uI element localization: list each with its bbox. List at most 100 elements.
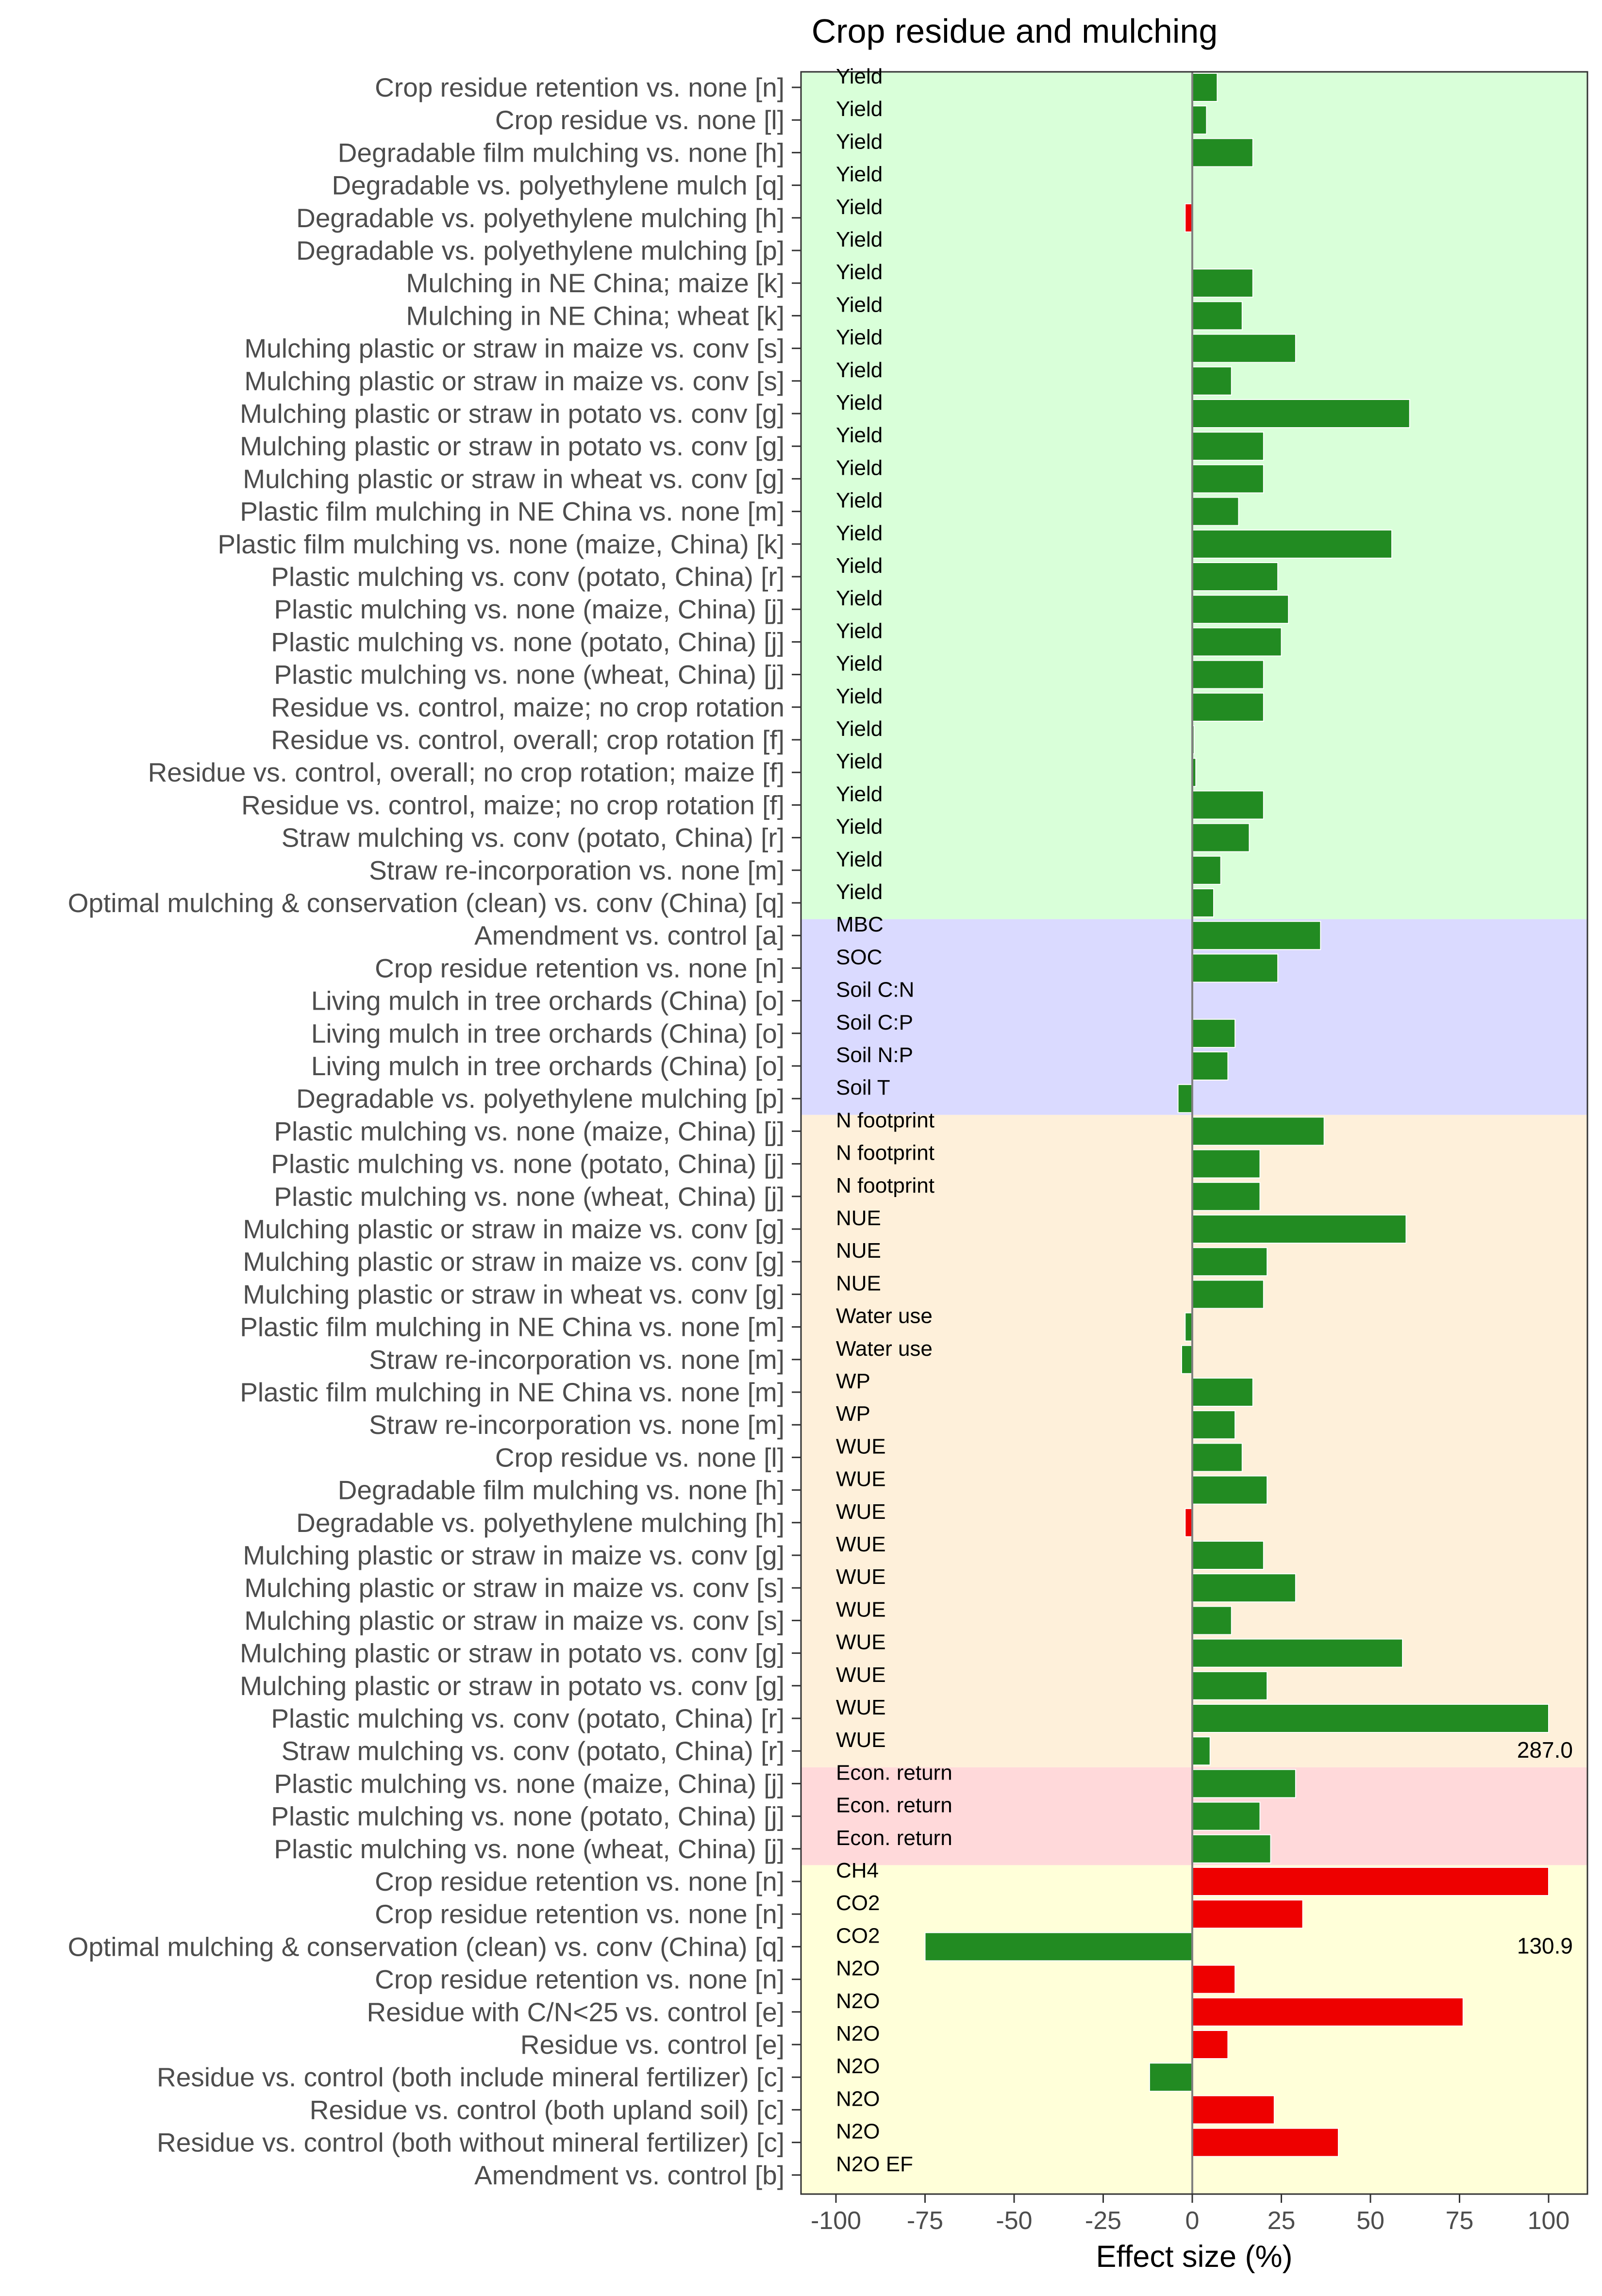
group-band [801, 1115, 1587, 1767]
y-tick-label: Plastic mulching vs. none (maize, China)… [274, 594, 784, 624]
indicator-label: WUE [836, 1467, 886, 1491]
y-tick-label: Residue vs. control (both include minera… [157, 2062, 784, 2092]
bar [1192, 1801, 1261, 1831]
bar [1192, 855, 1221, 885]
indicator-label: CO2 [836, 1891, 880, 1915]
x-tick-label: 100 [1528, 2207, 1570, 2235]
indicator-label: SOC [836, 945, 882, 969]
indicator-label: MBC [836, 913, 884, 936]
indicator-label: Yield [836, 391, 883, 415]
indicator-label: Yield [836, 97, 883, 121]
bar [924, 1932, 1193, 1962]
indicator-label: Yield [836, 848, 883, 871]
bar [1192, 1867, 1549, 1896]
y-tick-label: Mulching plastic or straw in maize vs. c… [243, 1540, 784, 1570]
y-tick-label: Plastic mulching vs. none (maize, China)… [274, 1768, 784, 1798]
y-tick-label: Plastic mulching vs. none (potato, China… [271, 1801, 784, 1831]
bar [1192, 1899, 1303, 1929]
y-tick-label: Plastic mulching vs. none (wheat, China)… [274, 660, 784, 690]
indicator-label: N2O [836, 2087, 880, 2111]
bar [1192, 1215, 1407, 1244]
bar [1185, 1312, 1193, 1342]
y-tick-label: Optimal mulching & conservation (clean) … [68, 1931, 784, 1962]
indicator-label: Econ. return [836, 1761, 952, 1784]
indicator-label: Yield [836, 489, 883, 513]
bar [1192, 268, 1253, 298]
bar [1192, 1997, 1464, 2027]
y-tick-label: Mulching plastic or straw in maize vs. c… [244, 366, 784, 396]
bar [1192, 105, 1207, 135]
y-tick-label: Mulching plastic or straw in maize vs. c… [243, 1214, 784, 1244]
bar [1192, 1181, 1261, 1211]
bar [1192, 432, 1264, 461]
indicator-label: Yield [836, 228, 883, 251]
indicator-label: NUE [836, 1239, 881, 1263]
bar [1185, 203, 1193, 233]
y-tick-label: Amendment vs. control [b] [474, 2160, 784, 2190]
y-tick-label: Straw mulching vs. conv (potato, China) … [282, 823, 784, 853]
x-tick-label: -25 [1085, 2207, 1121, 2235]
x-tick-label: 50 [1356, 2207, 1385, 2235]
y-tick-label: Residue vs. control (both upland soil) [… [310, 2095, 784, 2125]
indicator-label: WUE [836, 1696, 886, 1719]
bar [1192, 464, 1264, 494]
indicator-label: N2O [836, 2054, 880, 2078]
y-tick-label: Mulching in NE China; maize [k] [406, 268, 784, 298]
bar [1192, 1638, 1403, 1668]
indicator-label: Soil C:P [836, 1011, 913, 1034]
indicator-label: Econ. return [836, 1794, 952, 1817]
bar [1192, 1769, 1296, 1798]
y-tick-label: Crop residue retention vs. none [n] [375, 72, 784, 102]
indicator-label: CO2 [836, 1924, 880, 1947]
x-tick-label: -100 [811, 2207, 861, 2235]
indicator-label: Yield [836, 749, 883, 773]
bar [1192, 1606, 1232, 1635]
indicator-label: Yield [836, 815, 883, 839]
y-tick-label: Living mulch in tree orchards (China) [o… [311, 1018, 784, 1048]
y-tick-label: Plastic mulching vs. none (potato, China… [271, 1149, 784, 1179]
bar [1192, 790, 1264, 820]
indicator-label: Soil N:P [836, 1043, 913, 1067]
y-tick-label: Plastic mulching vs. none (potato, China… [271, 627, 784, 657]
indicator-label: Yield [836, 260, 883, 284]
indicator-label: NUE [836, 1271, 881, 1295]
y-tick-label: Crop residue retention vs. none [n] [375, 1899, 784, 1929]
y-tick-label: Residue vs. control, overall; crop rotat… [271, 725, 784, 755]
truncation-notes: 287.0 130.9 [1517, 1737, 1573, 1958]
indicator-label: Yield [836, 521, 883, 545]
indicator-label: N footprint [836, 1141, 934, 1165]
indicator-label: Yield [836, 358, 883, 382]
y-tick-label: Degradable vs. polyethylene mulching [h] [296, 1508, 784, 1538]
y-tick-label: Mulching plastic or straw in potato vs. … [240, 1638, 784, 1668]
indicator-label: Yield [836, 293, 883, 316]
indicator-label: Yield [836, 684, 883, 708]
x-tick-label: 0 [1185, 2207, 1200, 2235]
indicator-label: WUE [836, 1597, 886, 1621]
bar [1185, 1508, 1193, 1537]
indicator-label: N2O EF [836, 2152, 913, 2176]
y-tick-label: Plastic mulching vs. conv (potato, China… [271, 1703, 784, 1733]
y-tick-label: Amendment vs. control [a] [474, 920, 784, 950]
x-tick-label: 75 [1446, 2207, 1474, 2235]
y-tick-label: Degradable vs. polyethylene mulching [h] [296, 203, 784, 233]
plot-panel [800, 71, 1588, 2195]
y-tick-label: Plastic film mulching in NE China vs. no… [240, 497, 784, 527]
y-tick-label: Living mulch in tree orchards (China) [o… [311, 1051, 784, 1081]
y-tick-label: Residue vs. control [e] [520, 2030, 784, 2060]
chart-title: Crop residue and mulching [812, 12, 1218, 50]
bar [1192, 1280, 1264, 1309]
bar [1192, 562, 1279, 591]
indicator-label: Yield [836, 880, 883, 904]
bar [1192, 1410, 1236, 1440]
y-tick-label: Crop residue retention vs. none [n] [375, 1964, 784, 1995]
bar [1192, 1051, 1229, 1081]
y-tick-label: Plastic film mulching in NE China vs. no… [240, 1312, 784, 1342]
y-tick-label: Mulching in NE China; wheat [k] [406, 300, 784, 331]
indicator-label: Yield [836, 163, 883, 186]
y-tick-label: Living mulch in tree orchards (China) [o… [311, 986, 784, 1016]
bar [1192, 1247, 1268, 1277]
indicator-label: Water use [836, 1337, 933, 1361]
y-tick-label: Crop residue vs. none [l] [495, 105, 784, 135]
indicator-label: WUE [836, 1500, 886, 1524]
